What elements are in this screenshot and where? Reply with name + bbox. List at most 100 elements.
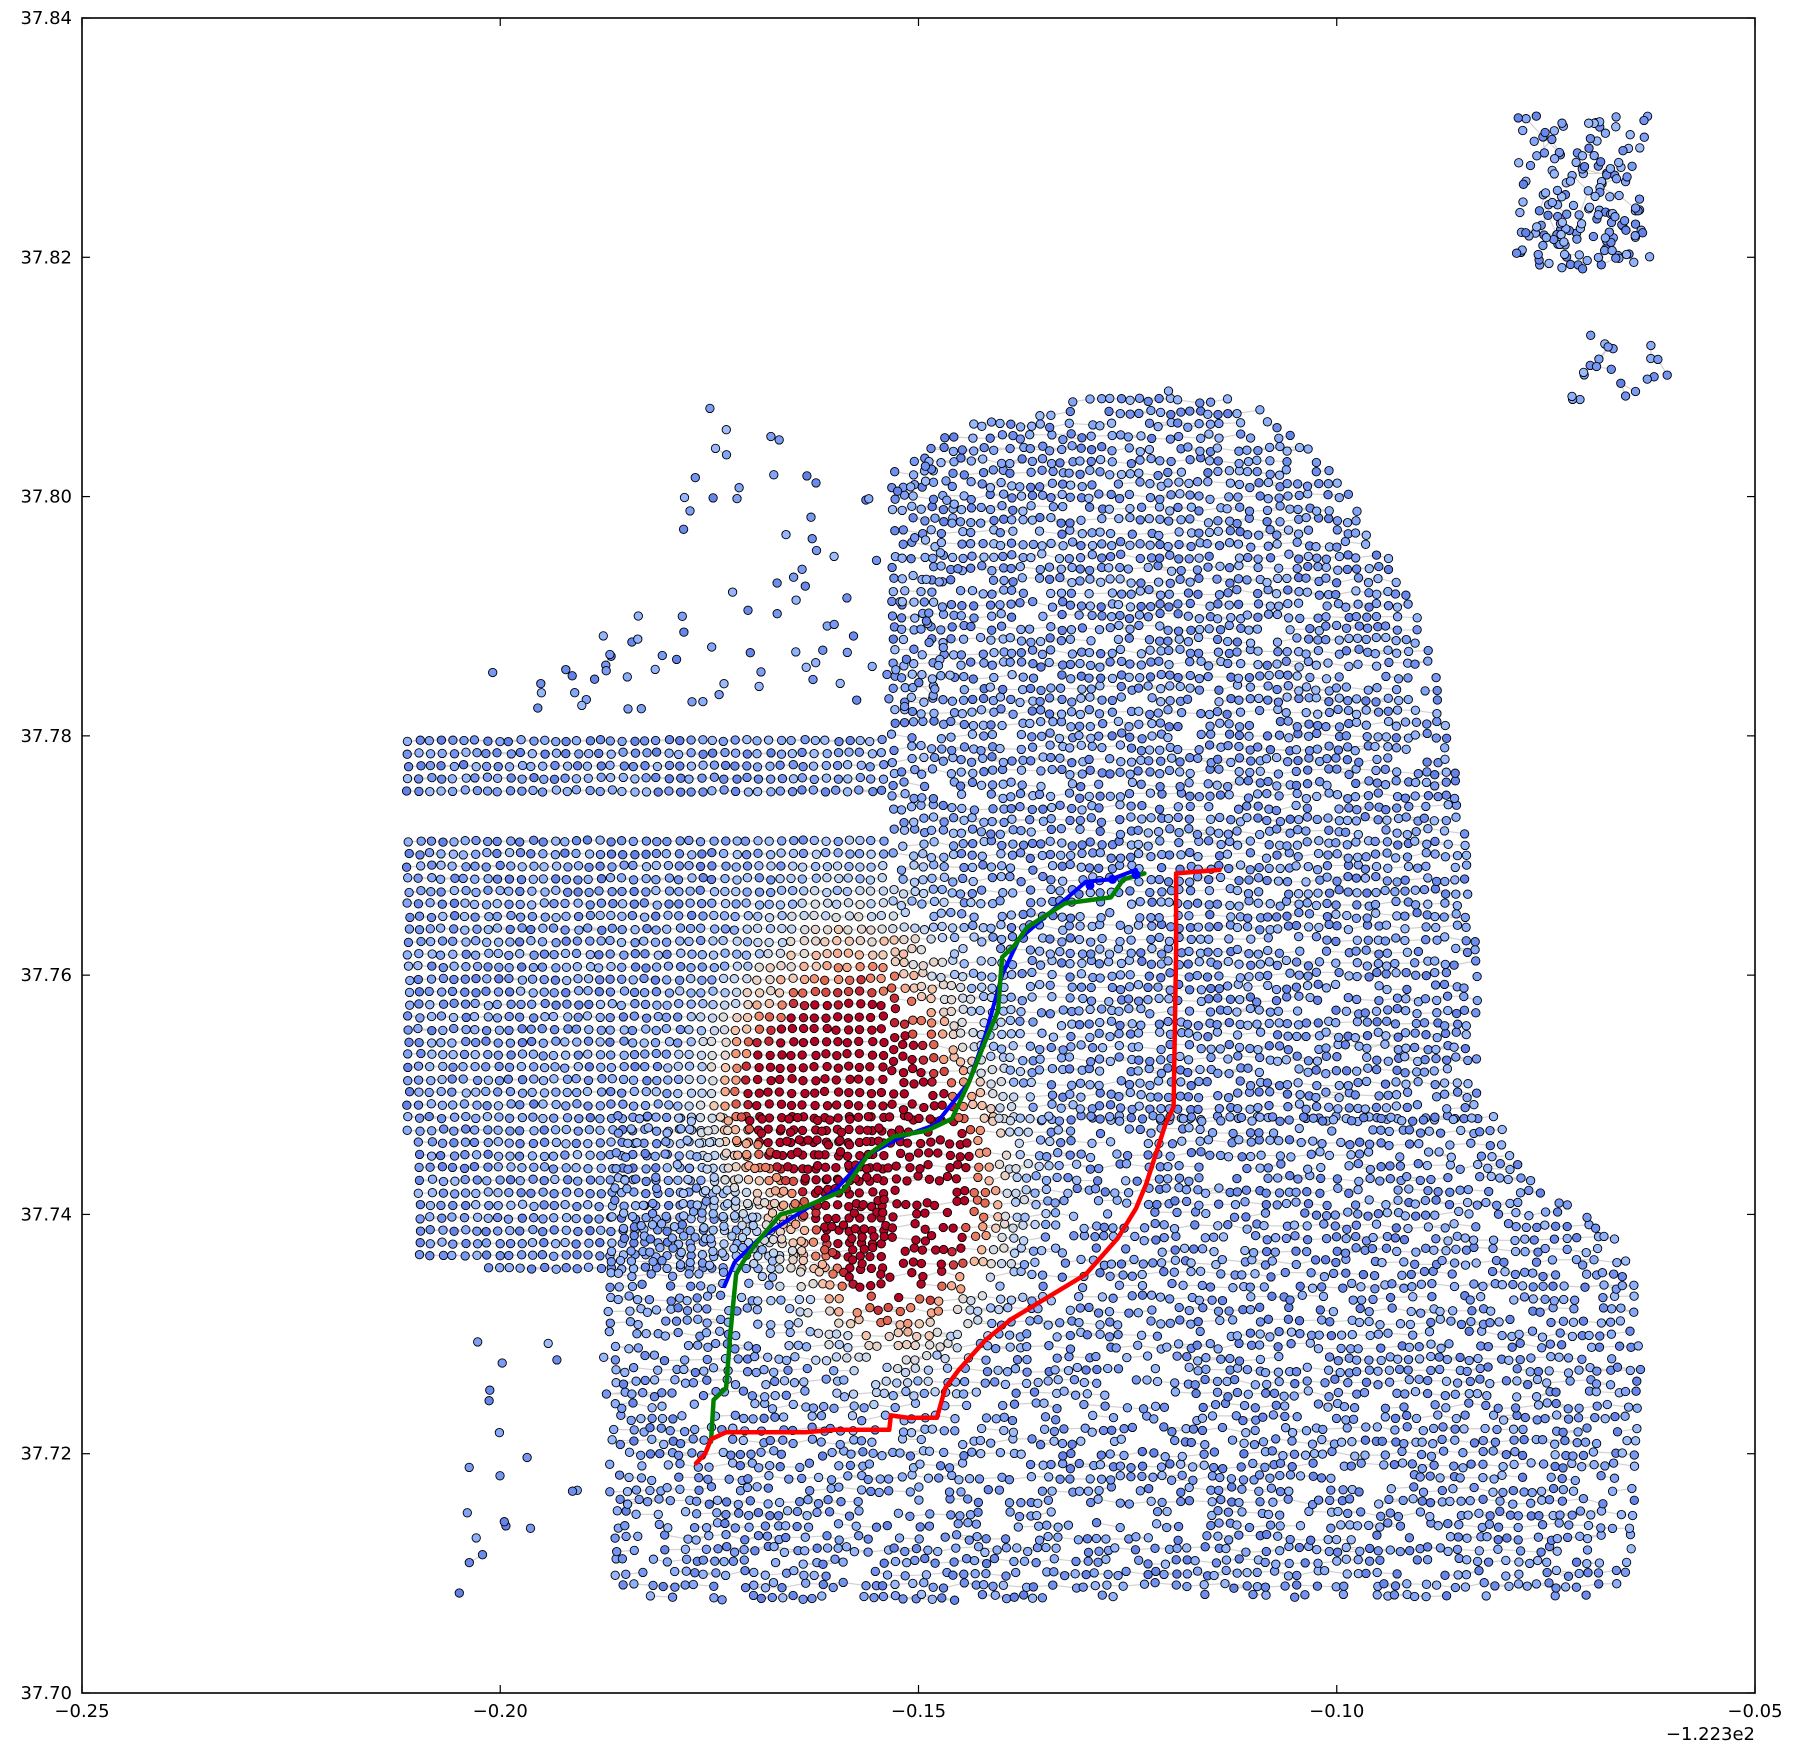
network-node bbox=[709, 1026, 720, 1036]
network-node bbox=[684, 835, 694, 846]
network-node bbox=[1352, 852, 1363, 862]
network-node bbox=[948, 828, 959, 838]
network-node bbox=[1232, 1520, 1242, 1530]
network-node bbox=[833, 988, 843, 998]
network-node bbox=[948, 849, 959, 860]
network-node bbox=[1085, 601, 1095, 611]
network-node bbox=[673, 1101, 683, 1111]
network-node bbox=[731, 998, 741, 1009]
network-node bbox=[833, 1543, 843, 1553]
network-node bbox=[1147, 897, 1157, 907]
network-node bbox=[1332, 516, 1343, 526]
network-node bbox=[1265, 1520, 1276, 1530]
network-node bbox=[1371, 1006, 1382, 1016]
network-node bbox=[595, 975, 605, 985]
network-node bbox=[1184, 554, 1194, 564]
network-node bbox=[1474, 1566, 1484, 1576]
network-node bbox=[1282, 877, 1293, 887]
network-node bbox=[987, 729, 998, 740]
network-node bbox=[448, 1100, 458, 1110]
network-node bbox=[879, 1037, 889, 1048]
network-node bbox=[1313, 709, 1323, 719]
network-node bbox=[754, 962, 764, 972]
network-node bbox=[767, 1592, 777, 1603]
network-node bbox=[1364, 801, 1374, 811]
network-node bbox=[887, 791, 897, 801]
network-node bbox=[976, 956, 986, 966]
network-node bbox=[676, 787, 686, 797]
network-node bbox=[976, 518, 986, 528]
network-node bbox=[754, 1024, 765, 1034]
network-node bbox=[1133, 980, 1144, 990]
network-node bbox=[1194, 673, 1205, 684]
network-node bbox=[1301, 826, 1311, 836]
network-node bbox=[1006, 563, 1016, 574]
network-node bbox=[907, 501, 917, 511]
network-node bbox=[907, 896, 917, 906]
network-node bbox=[968, 433, 978, 443]
network-node bbox=[1150, 1578, 1160, 1588]
network-node bbox=[574, 1187, 584, 1198]
network-node bbox=[890, 1590, 901, 1601]
network-node bbox=[859, 1591, 869, 1602]
network-node bbox=[822, 960, 832, 971]
network-node bbox=[1336, 1520, 1346, 1530]
network-node bbox=[1294, 907, 1304, 918]
network-node bbox=[1018, 588, 1029, 598]
network-node bbox=[447, 1038, 457, 1048]
network-node bbox=[958, 839, 968, 849]
network-node bbox=[585, 736, 596, 746]
network-node bbox=[1253, 801, 1263, 811]
network-node bbox=[1113, 599, 1124, 610]
network-node bbox=[1005, 443, 1015, 454]
network-node bbox=[996, 621, 1007, 631]
network-node bbox=[1087, 480, 1097, 490]
network-node bbox=[1235, 418, 1246, 428]
network-node bbox=[405, 975, 415, 986]
network-node bbox=[933, 1546, 943, 1557]
network-node bbox=[855, 899, 865, 910]
network-node bbox=[606, 1099, 616, 1109]
network-node bbox=[1104, 563, 1114, 573]
network-node bbox=[1513, 1522, 1523, 1533]
network-node bbox=[1285, 430, 1295, 441]
network-node bbox=[1292, 840, 1303, 850]
network-node bbox=[798, 762, 808, 772]
network-node bbox=[526, 849, 536, 859]
network-node bbox=[560, 837, 570, 847]
network-node bbox=[1107, 971, 1117, 981]
network-node bbox=[966, 1006, 977, 1016]
network-node bbox=[1332, 921, 1342, 931]
network-node bbox=[424, 847, 435, 858]
network-node bbox=[968, 968, 979, 978]
network-node bbox=[1145, 479, 1155, 489]
network-node bbox=[1401, 1043, 1411, 1053]
network-node bbox=[1154, 993, 1164, 1004]
network-node bbox=[1440, 743, 1450, 753]
network-node bbox=[1045, 645, 1056, 655]
network-node bbox=[775, 874, 785, 884]
network-node bbox=[1272, 609, 1283, 620]
network-node bbox=[1303, 551, 1314, 562]
network-node bbox=[472, 748, 482, 758]
network-node bbox=[684, 1049, 694, 1060]
network-node bbox=[1123, 994, 1134, 1004]
network-node bbox=[1442, 1055, 1452, 1065]
network-node bbox=[958, 972, 968, 982]
network-node bbox=[1046, 538, 1056, 549]
network-node bbox=[1106, 853, 1116, 863]
network-node bbox=[1114, 493, 1125, 504]
network-node bbox=[1263, 776, 1273, 787]
network-node bbox=[436, 735, 447, 745]
network-node bbox=[1166, 409, 1176, 420]
network-node bbox=[1086, 456, 1096, 467]
network-node bbox=[969, 446, 979, 456]
network-node bbox=[1274, 1018, 1284, 1028]
network-node bbox=[1612, 1579, 1622, 1589]
network-node bbox=[1292, 537, 1302, 547]
network-node bbox=[664, 1037, 675, 1047]
network-node bbox=[743, 1088, 753, 1099]
network-node bbox=[709, 836, 719, 846]
network-node bbox=[426, 974, 437, 984]
network-node bbox=[978, 467, 989, 478]
